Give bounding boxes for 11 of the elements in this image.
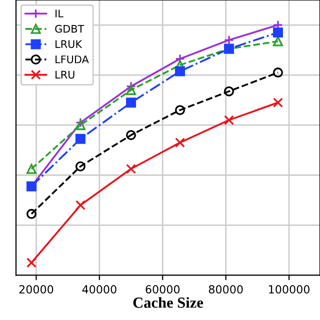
- x-tick-label: 80000: [208, 285, 243, 294]
- legend-label: LFUDA: [56, 56, 89, 64]
- x-axis-title: Cache Size: [133, 297, 204, 308]
- legend-label: LRUK: [56, 40, 82, 48]
- legend-label: LRU: [56, 70, 74, 79]
- legend-label: GDBT: [55, 24, 84, 33]
- legend-label: IL: [56, 10, 64, 18]
- x-tick-label: 40000: [82, 285, 116, 294]
- x-tick-label: 20000: [19, 285, 54, 294]
- x-tick-label: 100000: [269, 285, 310, 294]
- x-tick-label: 60000: [146, 285, 180, 294]
